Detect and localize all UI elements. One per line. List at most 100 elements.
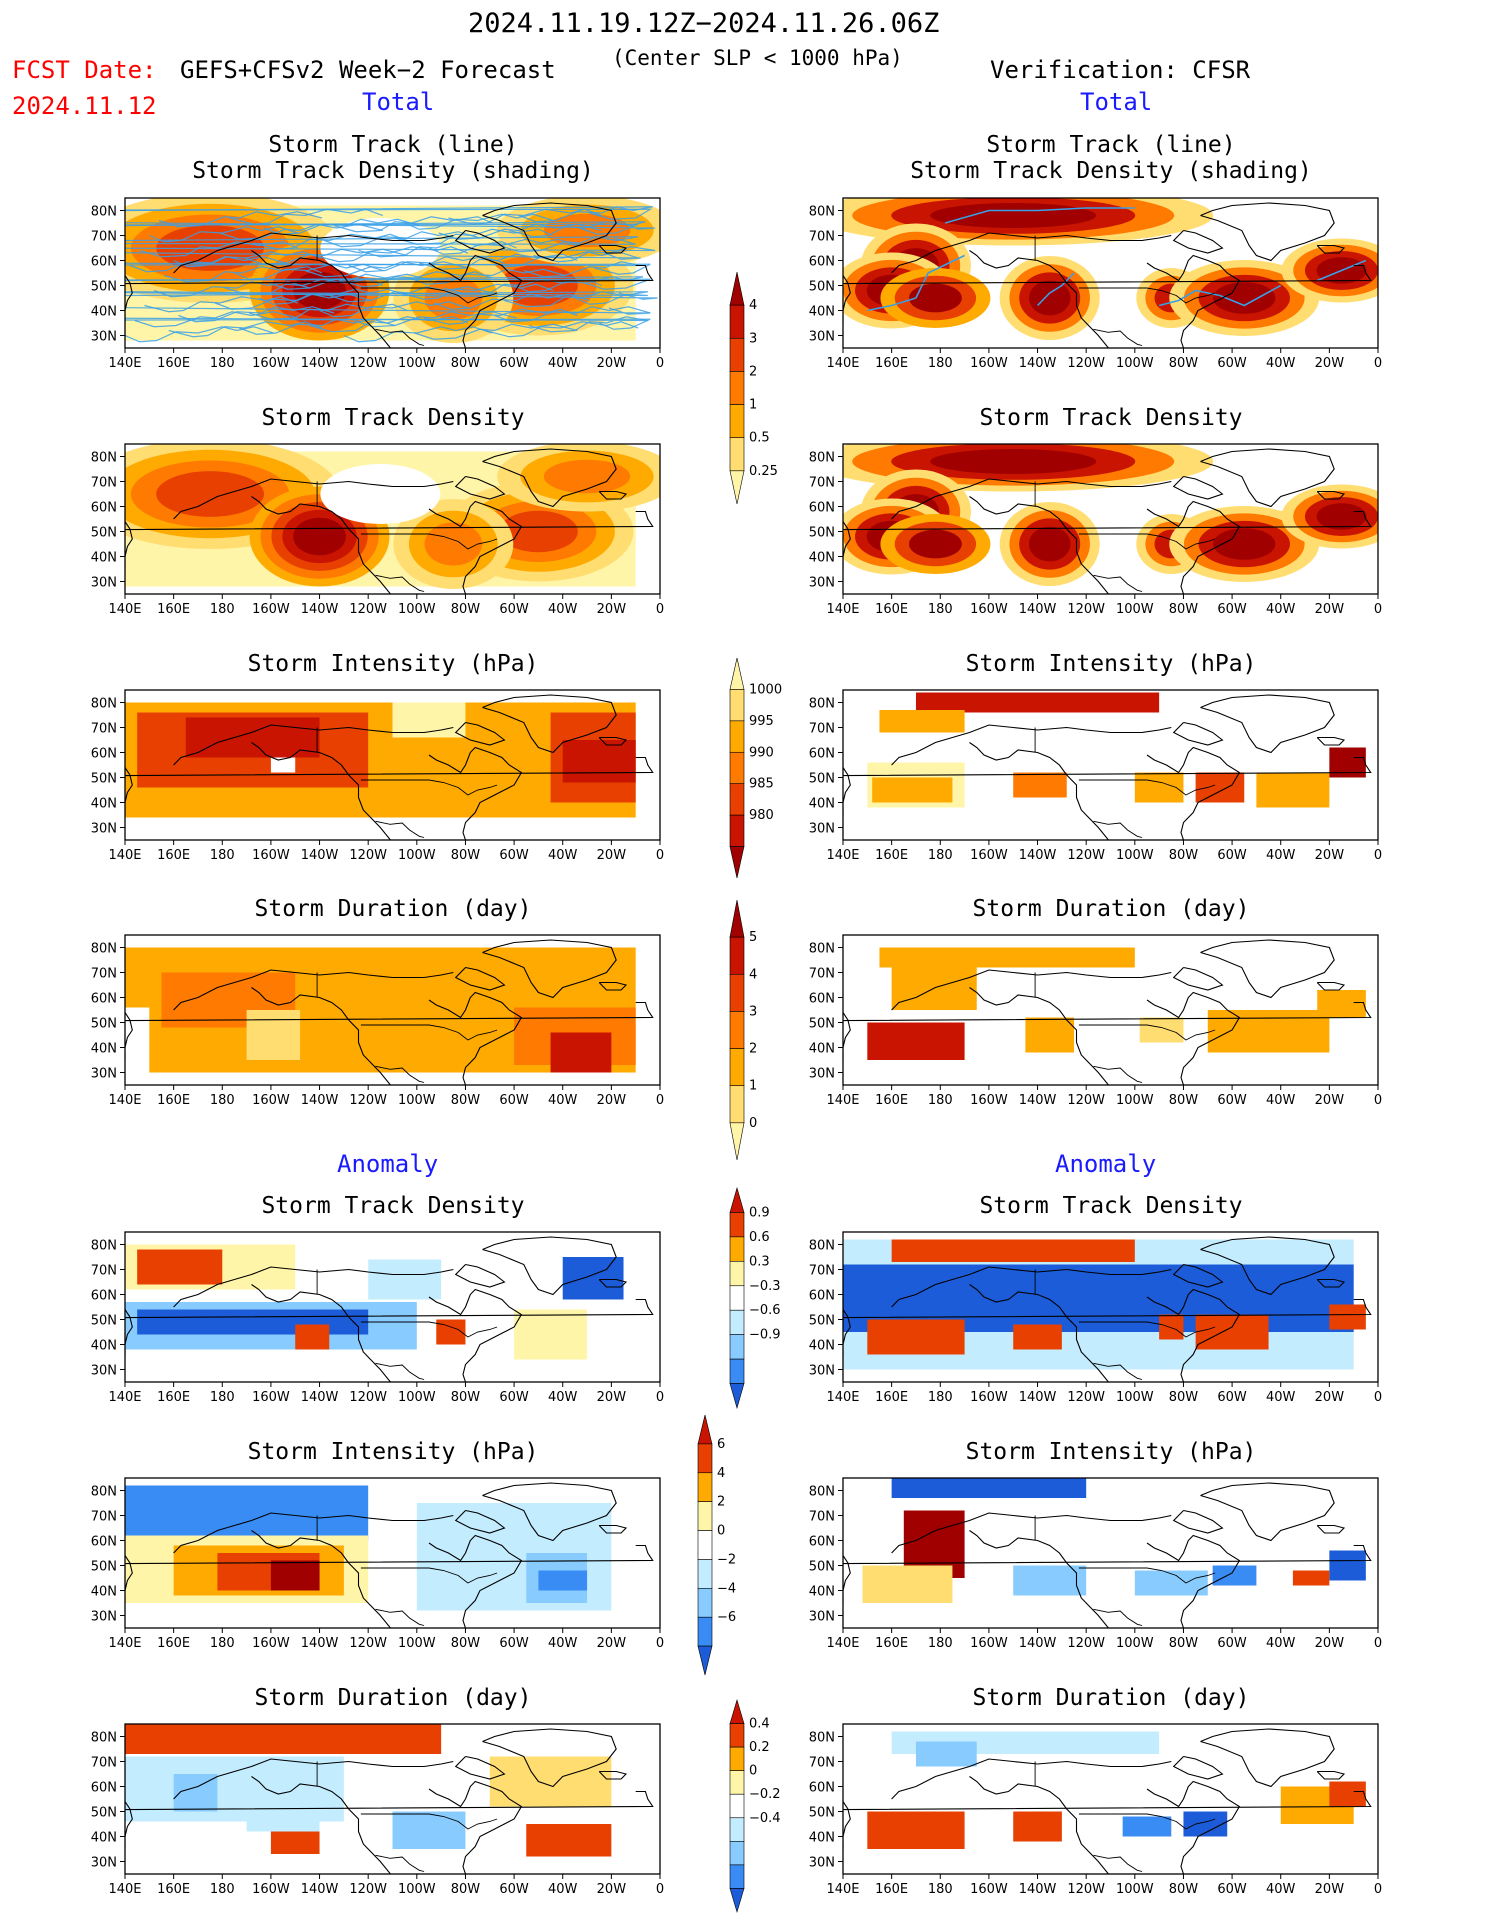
y-tick-label: 50N (809, 772, 835, 787)
map-track-forecast: 140E 160E 180 160W 140W 120W 100W 80W 60W 40W 20W 0… (60, 190, 670, 390)
x-tick-label: 120W (1067, 356, 1105, 371)
y-tick-label: 40N (809, 1585, 835, 1600)
y-tick-label: 60N (91, 501, 117, 516)
x-tick-label: 160E (157, 1390, 190, 1405)
field-shading (843, 1478, 1378, 1628)
x-tick-label: 60W (1217, 1390, 1247, 1405)
x-tick-label: 40W (548, 1390, 578, 1405)
title-track-line-right: Storm Track (line) (986, 132, 1236, 158)
colorbar-segment (697, 1559, 713, 1589)
x-tick-label: 120W (349, 1636, 387, 1651)
plot-frame (124, 1723, 661, 1875)
x-tick-label: 20W (597, 1390, 627, 1405)
coastlines (125, 202, 654, 348)
title-track-shading-right: Storm Track Density (shading) (910, 158, 1312, 184)
section-total-right: Total (1080, 88, 1153, 116)
y-tick-label: 50N (809, 1806, 835, 1821)
y-tick-label: 60N (809, 501, 835, 516)
x-tick-label: 0 (656, 356, 664, 371)
x-tick-label: 0 (656, 1093, 664, 1108)
title-density-total-right: Storm Track Density (979, 405, 1243, 431)
plot-frame (842, 1231, 1379, 1383)
y-tick-label: 70N (91, 476, 117, 491)
y-tick-label: 70N (809, 1510, 835, 1525)
field-shading (843, 1232, 1378, 1382)
y-tick-label: 60N (91, 1781, 117, 1796)
title-intensity-anom-left: Storm Intensity (hPa) (247, 1439, 539, 1465)
title-intensity-total-left: Storm Intensity (hPa) (247, 651, 539, 677)
y-tick-label: 60N (809, 1535, 835, 1550)
x-tick-label: 0 (1374, 848, 1382, 863)
y-tick-label: 60N (809, 255, 835, 270)
y-tick-label: 50N (91, 280, 117, 295)
x-tick-label: 120W (1067, 1882, 1105, 1897)
x-tick-label: 180 (210, 1390, 235, 1405)
colorbar-segment (729, 936, 745, 975)
colorbar-label: 6 (717, 1437, 725, 1452)
y-tick-label: 30N (91, 1856, 117, 1871)
x-tick-label: 20W (1315, 356, 1345, 371)
y-tick-label: 60N (91, 1289, 117, 1304)
colorbar-cap (729, 1186, 745, 1213)
x-tick-label: 140E (108, 1390, 141, 1405)
colorbar-segment (697, 1472, 713, 1502)
colorbar-segment (729, 689, 745, 722)
colorbar-segment (729, 1261, 745, 1287)
x-tick-label: 120W (1067, 848, 1105, 863)
colorbar-segment (729, 437, 745, 472)
y-tick-label: 40N (91, 551, 117, 566)
x-tick-label: 180 (928, 356, 953, 371)
x-tick-label: 160E (875, 848, 908, 863)
x-tick-label: 160W (252, 1882, 290, 1897)
x-tick-label: 140E (826, 1636, 859, 1651)
y-tick-label: 60N (809, 747, 835, 762)
colorbar-label: 3 (749, 1004, 757, 1019)
criteria: (Center SLP < 1000 hPa) (612, 46, 903, 70)
x-tick-label: 80W (451, 1390, 481, 1405)
map-density-total-cfsr: 140E 160E 180 160W 140W 120W 100W 80W 60W 40W 20W 0… (778, 436, 1388, 636)
y-tick-label: 40N (91, 1585, 117, 1600)
field-shading (843, 444, 1378, 594)
x-tick-label: 0 (656, 1882, 664, 1897)
x-tick-label: 120W (349, 848, 387, 863)
y-tick-label: 40N (809, 551, 835, 566)
x-tick-label: 160E (875, 1093, 908, 1108)
colorbar-duration-anom: 0.4 0.2 0 −0.2 −0.4 (729, 1698, 781, 1914)
x-tick-label: 60W (1217, 602, 1247, 617)
field-shading (125, 690, 660, 840)
colorbar-label: 5 (749, 930, 757, 945)
x-tick-label: 160E (157, 848, 190, 863)
y-tick-label: 80N (809, 1731, 835, 1746)
plot-frame (842, 197, 1379, 349)
x-tick-label: 180 (928, 1636, 953, 1651)
field-shading (125, 935, 660, 1085)
x-tick-label: 120W (1067, 1390, 1105, 1405)
colorbar-label: 995 (749, 714, 774, 729)
x-tick-label: 40W (1266, 356, 1296, 371)
colorbar-label: 4 (749, 967, 757, 982)
x-tick-label: 100W (1116, 848, 1154, 863)
x-tick-label: 0 (656, 602, 664, 617)
x-tick-label: 140E (108, 602, 141, 617)
plot-frame (842, 1477, 1379, 1629)
colorbar-segment (729, 1793, 745, 1819)
x-tick-label: 140E (108, 1636, 141, 1651)
colorbar-segment (729, 337, 745, 372)
colorbar-intensity-anom: 6 4 2 0 −2 −4 −6 (697, 1414, 736, 1676)
colorbar-segment (729, 1212, 745, 1238)
y-tick-label: 70N (91, 1510, 117, 1525)
y-tick-label: 80N (91, 942, 117, 957)
x-tick-label: 180 (928, 1093, 953, 1108)
x-tick-label: 140W (301, 848, 339, 863)
coastlines (843, 448, 1372, 594)
colorbar-label: 0.2 (749, 1740, 770, 1755)
x-tick-label: 20W (1315, 602, 1345, 617)
y-tick-label: 60N (809, 992, 835, 1007)
title-duration-total-left: Storm Duration (day) (254, 896, 532, 922)
x-tick-label: 60W (1217, 1882, 1247, 1897)
y-tick-label: 70N (809, 1264, 835, 1279)
x-tick-label: 160W (252, 1636, 290, 1651)
x-tick-label: 40W (1266, 602, 1296, 617)
x-tick-label: 20W (1315, 848, 1345, 863)
x-tick-label: 160E (157, 1093, 190, 1108)
